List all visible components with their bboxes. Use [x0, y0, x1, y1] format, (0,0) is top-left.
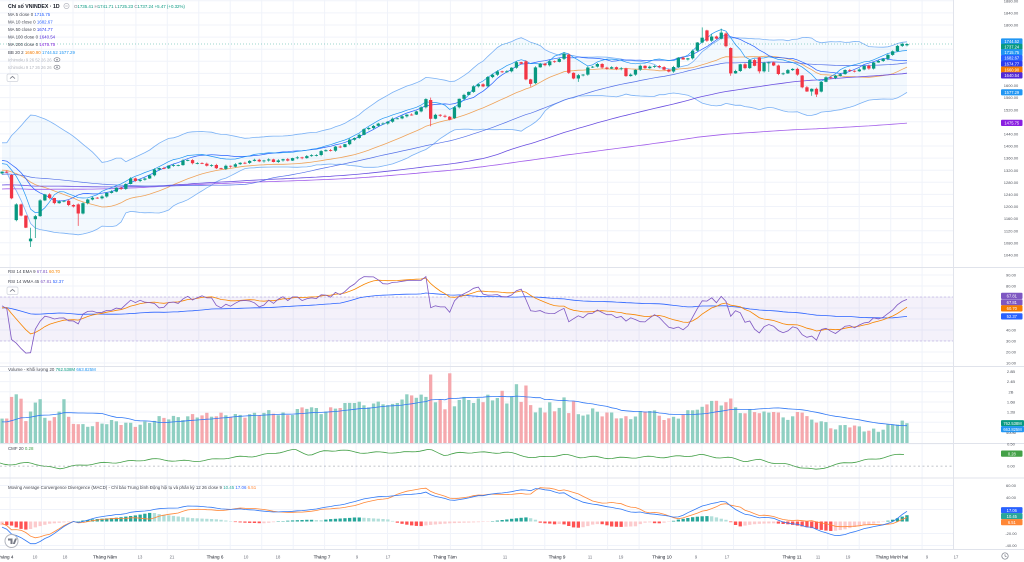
svg-text:2.8B: 2.8B	[1007, 369, 1016, 374]
svg-text:1577.29: 1577.29	[1004, 90, 1020, 95]
svg-text:663.825M: 663.825M	[1003, 427, 1022, 432]
svg-text:1440.00: 1440.00	[1004, 132, 1019, 137]
svg-text:13: 13	[138, 555, 143, 560]
svg-text:RSI 14 EMA 9 67.81 60.70: RSI 14 EMA 9 67.81 60.70	[8, 269, 61, 274]
svg-text:19: 19	[619, 555, 624, 560]
svg-text:67.81: 67.81	[1007, 294, 1018, 299]
svg-text:1040.00: 1040.00	[1004, 253, 1019, 258]
svg-text:1400.00: 1400.00	[1004, 144, 1019, 149]
svg-text:10: 10	[33, 555, 38, 560]
svg-text:52.37: 52.37	[1007, 314, 1018, 319]
svg-text:11: 11	[816, 555, 821, 560]
svg-text:Ichimoku 9 17 26 26 26: Ichimoku 9 17 26 26 26	[8, 65, 52, 70]
svg-text:18: 18	[63, 555, 68, 560]
svg-text:Tháng Năm: Tháng Năm	[93, 555, 117, 560]
svg-text:1320.00: 1320.00	[1004, 168, 1019, 173]
svg-text:1.6B: 1.6B	[1007, 400, 1016, 405]
svg-text:11: 11	[503, 555, 508, 560]
svg-text:9: 9	[926, 555, 929, 560]
svg-text:Volume - Khối lượng 20 762.538: Volume - Khối lượng 20 762.538M 663.825M	[8, 367, 96, 372]
svg-text:0.00: 0.00	[1007, 464, 1016, 469]
svg-text:40.00: 40.00	[1006, 495, 1017, 500]
svg-text:0.50: 0.50	[1007, 441, 1016, 446]
svg-text:1240.00: 1240.00	[1004, 192, 1019, 197]
svg-text:1715.75: 1715.75	[1004, 50, 1020, 55]
svg-text:10: 10	[244, 555, 249, 560]
svg-text:60.70: 60.70	[1007, 306, 1018, 311]
svg-text:17: 17	[954, 555, 959, 560]
svg-text:O1735.41 H1741.71 L1725.23 C17: O1735.41 H1741.71 L1725.23 C1737.24 +5.4…	[74, 4, 185, 9]
svg-text:1840.00: 1840.00	[1004, 11, 1019, 16]
svg-text:762.538M: 762.538M	[1003, 421, 1022, 426]
svg-text:MA 10 close 0 1682.67: MA 10 close 0 1682.67	[8, 19, 53, 24]
svg-text:1360.00: 1360.00	[1004, 156, 1019, 161]
svg-text:67.81: 67.81	[1007, 300, 1018, 305]
svg-text:18: 18	[276, 555, 281, 560]
svg-text:Tháng 9: Tháng 9	[549, 555, 566, 560]
svg-text:19: 19	[846, 555, 851, 560]
svg-text:1080.00: 1080.00	[1004, 240, 1019, 245]
svg-text:1800.00: 1800.00	[1004, 23, 1019, 28]
svg-text:9: 9	[695, 555, 698, 560]
svg-text:17.06: 17.06	[1007, 508, 1018, 513]
svg-text:6.51: 6.51	[1008, 520, 1017, 525]
svg-text:CMF 20 0.28: CMF 20 0.28	[8, 446, 34, 451]
svg-text:Tháng 11: Tháng 11	[782, 555, 802, 560]
svg-text:1660.90: 1660.90	[1004, 67, 1020, 72]
svg-text:Tháng 10: Tháng 10	[652, 555, 672, 560]
svg-text:RSI 14 WMA 45 67.81 52.37: RSI 14 WMA 45 67.81 52.37	[8, 279, 64, 284]
svg-text:1600.00: 1600.00	[1004, 83, 1019, 88]
svg-text:1520.00: 1520.00	[1004, 107, 1019, 112]
svg-text:Tháng Mười hai: Tháng Mười hai	[876, 555, 909, 560]
svg-text:90.00: 90.00	[1006, 273, 1017, 278]
svg-text:-40.00: -40.00	[1005, 543, 1017, 548]
svg-text:Tháng 6: Tháng 6	[207, 555, 224, 560]
svg-text:1560.00: 1560.00	[1004, 95, 1019, 100]
svg-text:11: 11	[588, 555, 593, 560]
svg-text:10.00: 10.00	[1006, 361, 1017, 366]
svg-text:MA 100 close 0 1640.54: MA 100 close 0 1640.54	[8, 34, 56, 39]
svg-text:1744.52: 1744.52	[1004, 39, 1020, 44]
svg-text:-20.00: -20.00	[1005, 531, 1017, 536]
svg-text:1674.77: 1674.77	[1004, 62, 1020, 67]
svg-text:0.28: 0.28	[1008, 451, 1017, 456]
svg-text:Ichimoku 9 26 52 26 26: Ichimoku 9 26 52 26 26	[8, 57, 52, 62]
svg-text:1640.54: 1640.54	[1004, 73, 1020, 78]
svg-text:1737.24: 1737.24	[1004, 45, 1020, 50]
svg-text:MA 5 close 0 1715.75: MA 5 close 0 1715.75	[8, 12, 51, 17]
svg-text:1280.00: 1280.00	[1004, 180, 1019, 185]
svg-text:60.00: 60.00	[1006, 483, 1017, 488]
svg-text:MA 200 close 0 1475.75: MA 200 close 0 1475.75	[8, 42, 56, 47]
svg-text:30.00: 30.00	[1006, 339, 1017, 344]
svg-text:2.4B: 2.4B	[1007, 379, 1016, 384]
svg-text:Chỉ số VNINDEX · 1D: Chỉ số VNINDEX · 1D	[8, 3, 60, 10]
svg-text:1475.75: 1475.75	[1004, 121, 1020, 126]
svg-text:1120.00: 1120.00	[1004, 228, 1019, 233]
svg-text:17: 17	[386, 555, 391, 560]
svg-text:Moving Average Convergence Div: Moving Average Convergence Divergence (M…	[8, 485, 257, 490]
svg-text:2B: 2B	[1009, 389, 1014, 394]
svg-text:Tháng 7: Tháng 7	[314, 555, 331, 560]
svg-text:20.00: 20.00	[1006, 350, 1017, 355]
svg-text:Tháng 4: Tháng 4	[0, 555, 14, 560]
svg-text:400M: 400M	[1006, 430, 1016, 435]
svg-text:1880.00: 1880.00	[1004, 0, 1019, 3]
svg-text:17: 17	[725, 555, 730, 560]
svg-text:1160.00: 1160.00	[1004, 216, 1019, 221]
svg-text:40.00: 40.00	[1006, 328, 1017, 333]
svg-text:10.45: 10.45	[1007, 514, 1018, 519]
svg-text:1200.00: 1200.00	[1004, 204, 1019, 209]
svg-text:9: 9	[356, 555, 359, 560]
svg-text:BB 20 2 1660.90 1744.52 1577.2: BB 20 2 1660.90 1744.52 1577.29	[8, 50, 75, 55]
svg-text:80.00: 80.00	[1006, 284, 1017, 289]
svg-text:21: 21	[170, 555, 175, 560]
svg-text:1682.67: 1682.67	[1004, 56, 1020, 61]
svg-text:1.2B: 1.2B	[1007, 410, 1016, 415]
svg-text:MA 50 close 0 1674.77: MA 50 close 0 1674.77	[8, 27, 53, 32]
svg-text:Tháng Tám: Tháng Tám	[433, 555, 457, 560]
